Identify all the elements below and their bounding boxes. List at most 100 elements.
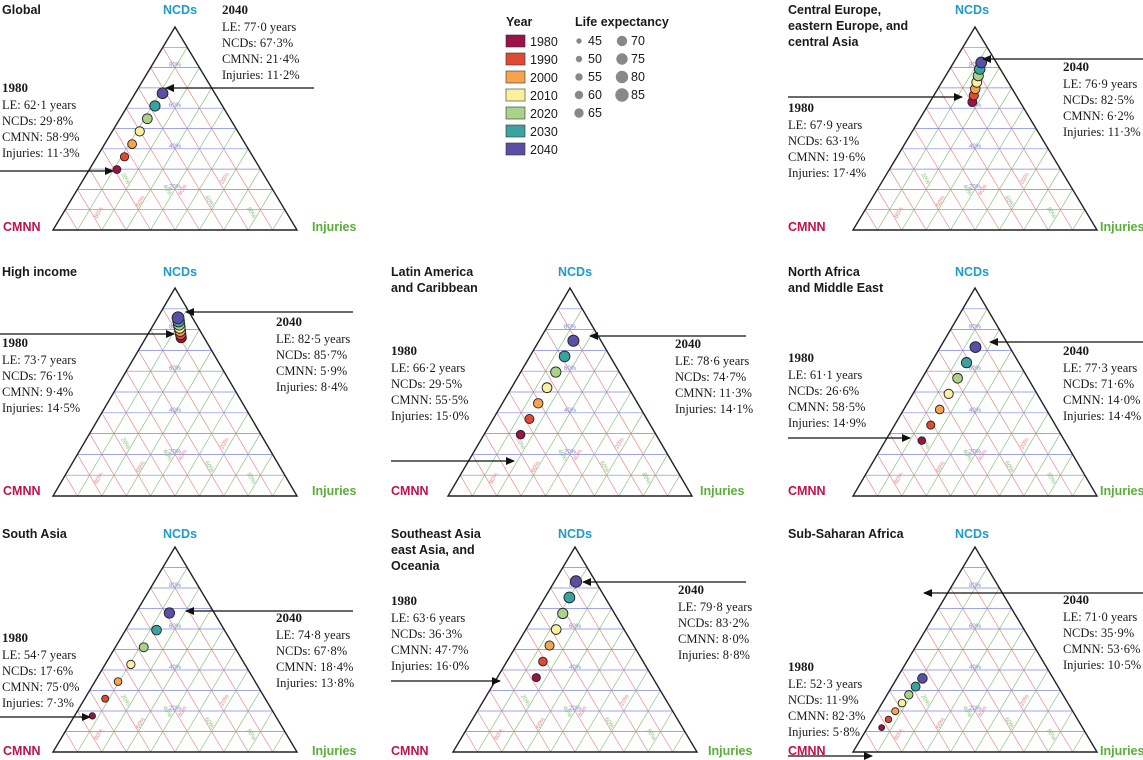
gridlabel-cmnn: 80% [894, 728, 906, 742]
gridlabel-injuries: 40% [161, 184, 173, 198]
data-point-1990 [538, 656, 548, 667]
gridlabel-ncds: 40% [169, 408, 182, 414]
gridlabel-cmnn: 60% [536, 716, 548, 730]
ternary-grid [64, 308, 286, 497]
axis-label-injuries: Injuries [1100, 220, 1143, 234]
annotation-2040-line: NCDs: 74·7% [675, 370, 746, 384]
axis-label-ncds: NCDs [955, 527, 989, 541]
data-point-1980 [878, 724, 886, 731]
gridlabel-ncds: 60% [564, 366, 577, 372]
legend: Year 1980 1990 2000 2010 2020 2030 2040 Life exp… [505, 15, 669, 157]
gridline-cmnn [508, 391, 571, 497]
gridline-cmnn [64, 731, 78, 753]
annotation-1980: 1980 LE: 66·2 years NCDs: 29·5% CMNN: 55·5%… [391, 343, 515, 465]
ternary-grid [64, 567, 286, 753]
data-point-2020 [141, 113, 153, 125]
gridline-cmnn [89, 690, 127, 753]
gridlabel-ncds: 20% [564, 449, 577, 455]
panel-title: South Asia [2, 527, 68, 541]
annotation-2040-year: 2040 [678, 582, 704, 597]
gridline-cmnn [464, 731, 478, 753]
legend-year-label: 2020 [530, 107, 558, 121]
axis-label-cmnn: CMNN [788, 744, 826, 758]
gridline-cmnn [496, 412, 546, 497]
gridline-cmnn [938, 350, 1025, 497]
annotation-1980-line: NCDs: 29·5% [391, 377, 462, 391]
annotation-2040-line: Injuries: 10·5% [1063, 658, 1141, 672]
gridlabel-injuries: 60% [203, 717, 215, 731]
data-point-2010 [550, 624, 562, 635]
annotation-2040-line: NCDs: 67·8% [276, 644, 347, 658]
ternary-panel: 20%20%20%40%40%40%60%60%60%80%80%80%Sout… [391, 527, 753, 758]
axis-label-injuries: Injuries [700, 484, 745, 498]
panel-title: eastern Europe, and [788, 19, 908, 33]
grid-labels: 20%20%20%40%40%40%60%60%60%80%80%80% [94, 583, 257, 742]
panel-title: and Caribbean [391, 281, 478, 295]
panel-title: High income [2, 265, 77, 279]
gridline-injuries [1072, 209, 1086, 231]
annotation-1980-line: Injuries: 14·5% [2, 401, 80, 415]
gridlabel-injuries: 60% [203, 460, 215, 474]
gridline-cmnn [162, 567, 273, 753]
gridline-injuries [199, 669, 249, 753]
data-point-2030 [149, 100, 161, 112]
gridlabel-injuries: 60% [1003, 460, 1015, 474]
gridlabel-injuries: 40% [556, 449, 568, 463]
annotation-1980-line: CMNN: 19·6% [788, 150, 865, 164]
gridline-injuries [525, 608, 612, 753]
gridlabel-injuries: 60% [1003, 717, 1015, 731]
gridline-injuries [594, 412, 644, 497]
panel-title: Southeast Asia [391, 527, 482, 541]
data-point-2020 [557, 607, 569, 620]
annotation-1980-line: Injuries: 16·0% [391, 659, 469, 673]
legend-swatch-2010 [505, 88, 526, 102]
trajectory [112, 87, 169, 174]
annotation-2040-line: LE: 71·0 years [1063, 610, 1137, 624]
legend-le-label: 85 [631, 88, 645, 102]
panel-title: and Middle East [788, 281, 884, 295]
annotation-2040-line: CMNN: 8·0% [678, 632, 749, 646]
grid-labels: 20%20%20%40%40%40%60%60%60%80%80%80% [94, 325, 257, 486]
gridline-injuries [1072, 475, 1086, 497]
gridlabel-injuries: 40% [961, 184, 973, 198]
annotation-2040-line: CMNN: 6·2% [1063, 109, 1134, 123]
gridline-cmnn [113, 649, 176, 753]
ternary-grid [864, 567, 1086, 753]
annotation-1980-line: NCDs: 29·8% [2, 114, 73, 128]
gridlabel-ncds: 40% [169, 144, 182, 150]
gridline-injuries [877, 567, 988, 753]
gridline-cmnn [864, 209, 878, 231]
gridline-injuries [125, 87, 212, 231]
gridlabel-cmnn: 40% [977, 448, 989, 462]
gridline-cmnn [901, 669, 951, 753]
annotation-1980: 1980 LE: 52·3 years NCDs: 11·9% CMNN: 82·3%… [788, 659, 873, 760]
gridline-cmnn [489, 690, 527, 753]
gridline-cmnn [501, 669, 551, 753]
gridlabel-cmnn: 80% [894, 471, 906, 485]
legend-size-85 [615, 88, 629, 102]
gridline-cmnn [89, 168, 127, 231]
data-point-2010 [541, 382, 553, 394]
gridlabel-cmnn: 60% [136, 460, 148, 474]
data-point-1990 [119, 152, 130, 162]
gridlabel-injuries: 80% [245, 728, 257, 742]
gridlabel-injuries: 40% [961, 705, 973, 719]
annotation-2040: 2040 LE: 82·5 years NCDs: 85·7% CMNN: 5·9% I… [185, 308, 353, 394]
gridline-cmnn [113, 128, 176, 231]
data-point-2040 [569, 575, 583, 588]
annotation-1980-year: 1980 [2, 335, 28, 350]
gridlabel-injuries: 60% [598, 460, 610, 474]
gridline-injuries [199, 148, 249, 231]
panel-title: Sub-Saharan Africa [788, 527, 905, 541]
data-point-1990 [926, 420, 936, 430]
data-point-2040 [156, 87, 169, 100]
annotation-1980-line: Injuries: 5·8% [788, 725, 860, 739]
triangle-outline [851, 545, 1099, 753]
gridlabel-injuries: 80% [245, 206, 257, 220]
axis-label-injuries: Injuries [312, 484, 357, 498]
gridlabel-injuries: 60% [203, 195, 215, 209]
annotation-2040-line: NCDs: 85·7% [276, 348, 347, 362]
panel-title: Global [2, 3, 41, 17]
gridlabel-ncds: 80% [969, 583, 982, 589]
axis-label-ncds: NCDs [163, 3, 197, 17]
